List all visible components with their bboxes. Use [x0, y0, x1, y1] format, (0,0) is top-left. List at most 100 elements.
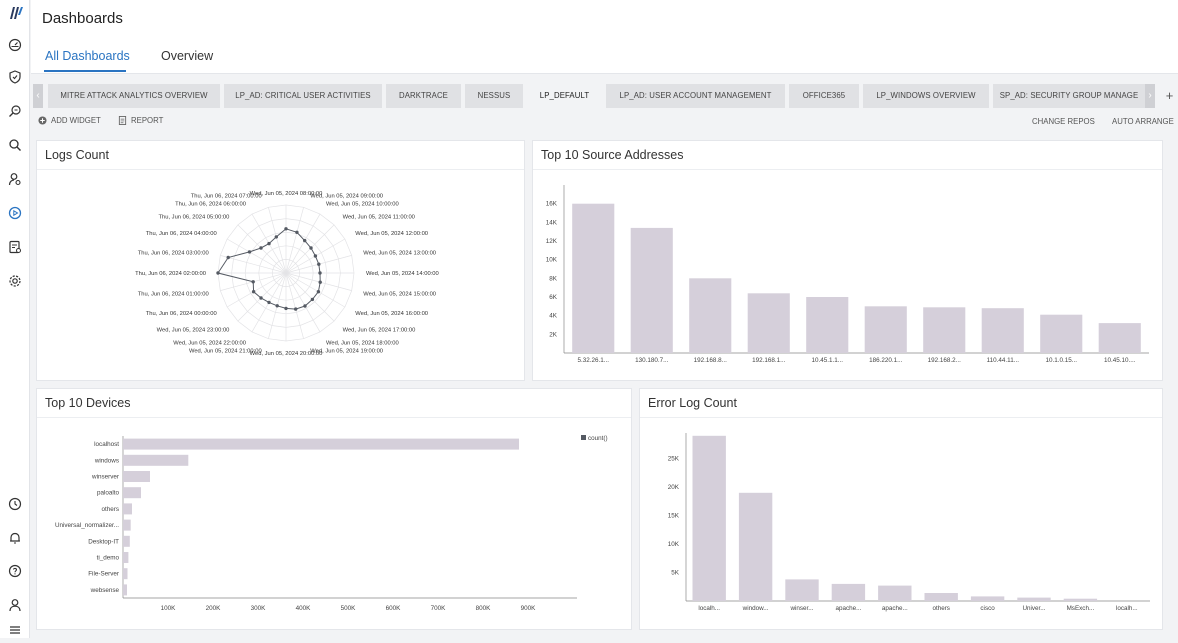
- bar: [692, 435, 726, 601]
- bell-icon[interactable]: [7, 530, 23, 546]
- report-icon[interactable]: [7, 239, 23, 255]
- user-search-icon[interactable]: [7, 171, 23, 187]
- radar-point: [303, 238, 307, 243]
- panel-title: Error Log Count: [648, 396, 737, 410]
- radar-spoke: [285, 272, 304, 339]
- x-tick-label: 700K: [431, 605, 447, 612]
- dashboard-tab[interactable]: LP_WINDOWS OVERVIEW: [863, 84, 989, 108]
- logs-count-radar-chart: Wed, Jun 05, 2024 08:00:00 Wed, Jun 05, 2…: [135, 191, 439, 357]
- radar-point: [318, 280, 322, 284]
- radar-axis-label: Wed, Jun 05, 2024 20:00:00: [250, 351, 323, 357]
- y-tick-label: 14K: [546, 219, 558, 226]
- auto-arrange-button[interactable]: AUTO ARRANGE: [1112, 117, 1174, 126]
- bar: [123, 438, 519, 450]
- bar: [123, 552, 129, 563]
- x-tick-label: 130.180.7...: [635, 357, 669, 364]
- y-tick-label: 6K: [549, 294, 558, 301]
- add-widget-button[interactable]: ADD WIDGET: [38, 116, 101, 125]
- dashboard-tab[interactable]: LP_AD: CRITICAL USER ACTIVITIES: [224, 84, 382, 108]
- help-icon[interactable]: [7, 563, 23, 579]
- radar-axis-label: Thu, Jun 06, 2024 03:00:00: [138, 250, 209, 256]
- report-button[interactable]: REPORT: [118, 116, 163, 125]
- x-tick-label: 10.45.1.1...: [812, 357, 844, 364]
- dashboard-tab[interactable]: DARKTRACE: [386, 84, 461, 108]
- x-tick-label: window...: [742, 605, 769, 612]
- x-tick-label: 400K: [296, 605, 312, 612]
- bar: [924, 593, 958, 601]
- dashboard-tab[interactable]: OFFICE365: [789, 84, 859, 108]
- radar-axis-label: Wed, Jun 05, 2024 21:00:00: [189, 348, 262, 354]
- add-tab-icon[interactable]: +: [1165, 88, 1174, 103]
- radar-spoke: [285, 272, 335, 322]
- y-tick-label: 5K: [671, 570, 680, 577]
- x-tick-label: localh...: [698, 605, 720, 612]
- top-source-addresses-panel: Top 10 Source Addresses 2K 4K 6K 8K 10K 12K 14…: [532, 140, 1163, 381]
- radar-axis-label: Wed, Jun 05, 2024 19:00:00: [310, 348, 383, 354]
- radar-spoke: [285, 272, 321, 333]
- tab-all-dashboards[interactable]: All Dashboards: [45, 49, 130, 63]
- radar-axis-label: Wed, Jun 05, 2024 08:00:00: [250, 191, 323, 197]
- dashboard-tab[interactable]: SP_AD: SECURITY GROUP MANAGE: [993, 84, 1145, 108]
- x-tick-label: winser...: [789, 605, 813, 612]
- bar: [878, 585, 912, 601]
- dashboard-tab[interactable]: NESSUS: [465, 84, 523, 108]
- bar: [738, 492, 773, 601]
- radar-point: [317, 262, 321, 266]
- bar: [747, 293, 790, 353]
- radar-axis-label: Wed, Jun 05, 2024 16:00:00: [355, 311, 428, 317]
- scroll-right-button[interactable]: ›: [1145, 84, 1155, 108]
- bar: [123, 471, 150, 482]
- y-tick-label: 25K: [668, 456, 680, 463]
- dashboard-tab-active[interactable]: LP_DEFAULT: [527, 84, 602, 108]
- list-icon[interactable]: [7, 622, 23, 638]
- radar-spoke: [220, 255, 287, 274]
- header: Dashboards All Dashboards Overview: [31, 0, 1178, 74]
- radar-axis-label: Wed, Jun 05, 2024 14:00:00: [366, 271, 439, 277]
- y-tick-label: localhost: [94, 441, 119, 448]
- dashboard-icon[interactable]: [7, 37, 23, 53]
- x-tick-label: 192.168.2...: [928, 357, 962, 364]
- bar: [981, 308, 1024, 353]
- radar-axis-label: Thu, Jun 06, 2024 06:00:00: [175, 202, 246, 208]
- radar-axis-label: Wed, Jun 05, 2024 18:00:00: [326, 340, 399, 346]
- clock-icon[interactable]: [7, 496, 23, 512]
- panel-divider: [640, 417, 1162, 418]
- x-tick-label: 900K: [521, 605, 537, 612]
- x-tick-label: 200K: [206, 605, 222, 612]
- x-tick-label: cisco: [980, 605, 995, 612]
- shield-icon[interactable]: [7, 69, 23, 85]
- radar-axis-label: Wed, Jun 05, 2024 15:00:00: [363, 292, 436, 298]
- radar-axis-label: Thu, Jun 06, 2024 04:00:00: [146, 231, 217, 237]
- scroll-left-button[interactable]: ‹: [33, 84, 43, 108]
- y-tick-label: windows: [94, 457, 119, 464]
- search-log-icon[interactable]: [7, 103, 23, 119]
- y-tick-label: 10K: [546, 257, 558, 264]
- radar-spoke: [226, 238, 287, 274]
- radar-spoke: [285, 207, 304, 274]
- x-tick-label: 192.168.8...: [694, 357, 728, 364]
- dashboard-tab[interactable]: MITRE ATTACK ANALYTICS OVERVIEW: [48, 84, 220, 108]
- x-tick-label: MsExch...: [1067, 605, 1095, 612]
- panel-divider: [37, 417, 631, 418]
- radar-point: [318, 271, 322, 275]
- y-tick-label: websense: [90, 587, 120, 594]
- logpoint-logo: [8, 6, 24, 20]
- settings-icon[interactable]: [7, 273, 23, 289]
- y-tick-label: 20K: [668, 484, 680, 491]
- x-tick-label: 10.45.10....: [1104, 357, 1136, 364]
- radar-spoke: [268, 207, 287, 274]
- panel-title: Top 10 Source Addresses: [541, 148, 684, 162]
- search-icon[interactable]: [7, 137, 23, 153]
- bar: [1098, 323, 1141, 353]
- change-repos-button[interactable]: CHANGE REPOS: [1032, 117, 1095, 126]
- play-circle-icon[interactable]: [7, 205, 23, 221]
- user-icon[interactable]: [7, 597, 23, 613]
- tab-overview[interactable]: Overview: [161, 49, 214, 63]
- bar: [572, 203, 615, 353]
- radar-point: [247, 250, 252, 254]
- y-tick-label: 2K: [549, 331, 558, 338]
- x-tick-label: apache...: [835, 605, 861, 612]
- source-addresses-bar-chart: 2K 4K 6K 8K 10K 12K 14K 16K 5.32.26.1... 130.180.…: [546, 185, 1149, 364]
- radar-point: [259, 296, 263, 300]
- dashboard-tab[interactable]: LP_AD: USER ACCOUNT MANAGEMENT: [606, 84, 785, 108]
